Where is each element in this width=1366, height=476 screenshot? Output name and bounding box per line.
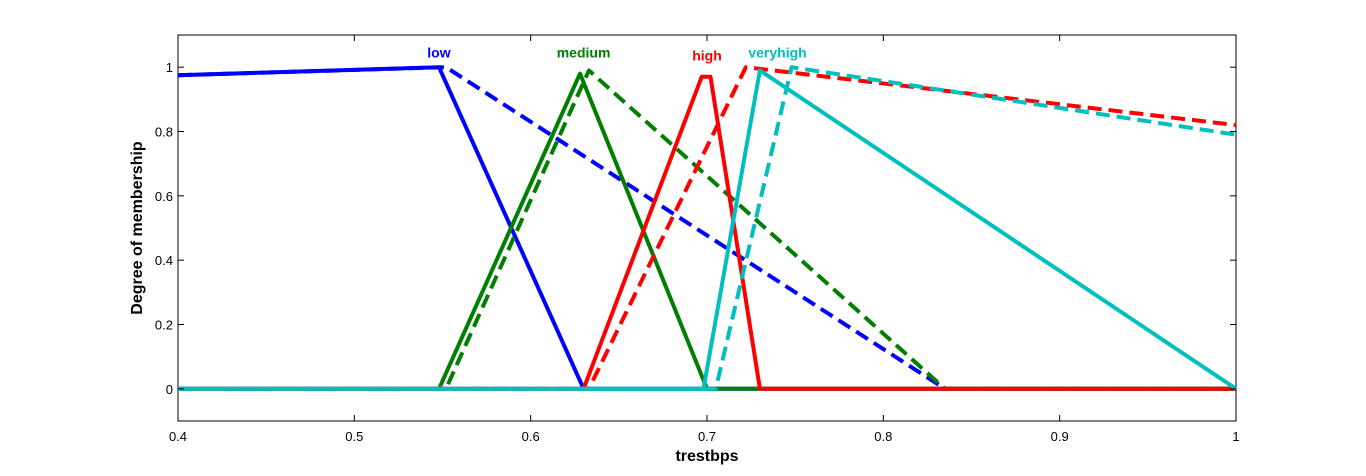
y-tick-label: 0.2: [155, 318, 173, 333]
x-tick-label: 0.6: [522, 429, 540, 444]
mf-label-veryhigh: veryhigh: [748, 45, 806, 61]
x-tick-label: 0.4: [169, 429, 187, 444]
series-veryhigh-dashed-line: [178, 65, 1237, 391]
x-tick-label: 0.8: [874, 429, 892, 444]
y-ticks: 0 0.2 0.4 0.6 0.8 1: [155, 60, 1236, 397]
y-tick-label: 0.6: [155, 189, 173, 204]
series-layer: [177, 65, 1238, 391]
y-tick-label: 0.4: [155, 253, 173, 268]
mf-label-high: high: [692, 48, 722, 64]
y-tick-label: 1: [166, 60, 173, 75]
y-tick-label: 0: [166, 382, 173, 397]
series-low-dashed-line: [177, 65, 1236, 391]
y-tick-label: 0.8: [155, 125, 173, 140]
x-tick-label: 0.9: [1051, 429, 1069, 444]
x-tick-label: 0.7: [698, 429, 716, 444]
annotations: low medium high veryhigh: [427, 45, 806, 64]
x-tick-label: 0.5: [345, 429, 363, 444]
x-ticks: 0.4 0.5 0.6 0.7 0.8 0.9 1: [169, 35, 1240, 444]
plot-area: [177, 34, 1237, 422]
mf-label-medium: medium: [557, 45, 611, 61]
x-axis-label: trestbps: [675, 448, 738, 465]
mf-label-low: low: [427, 45, 450, 61]
x-tick-label: 1: [1232, 429, 1239, 444]
series-high-dashed-line: [178, 65, 1237, 391]
y-axis-label: Degree of membership: [129, 141, 146, 315]
